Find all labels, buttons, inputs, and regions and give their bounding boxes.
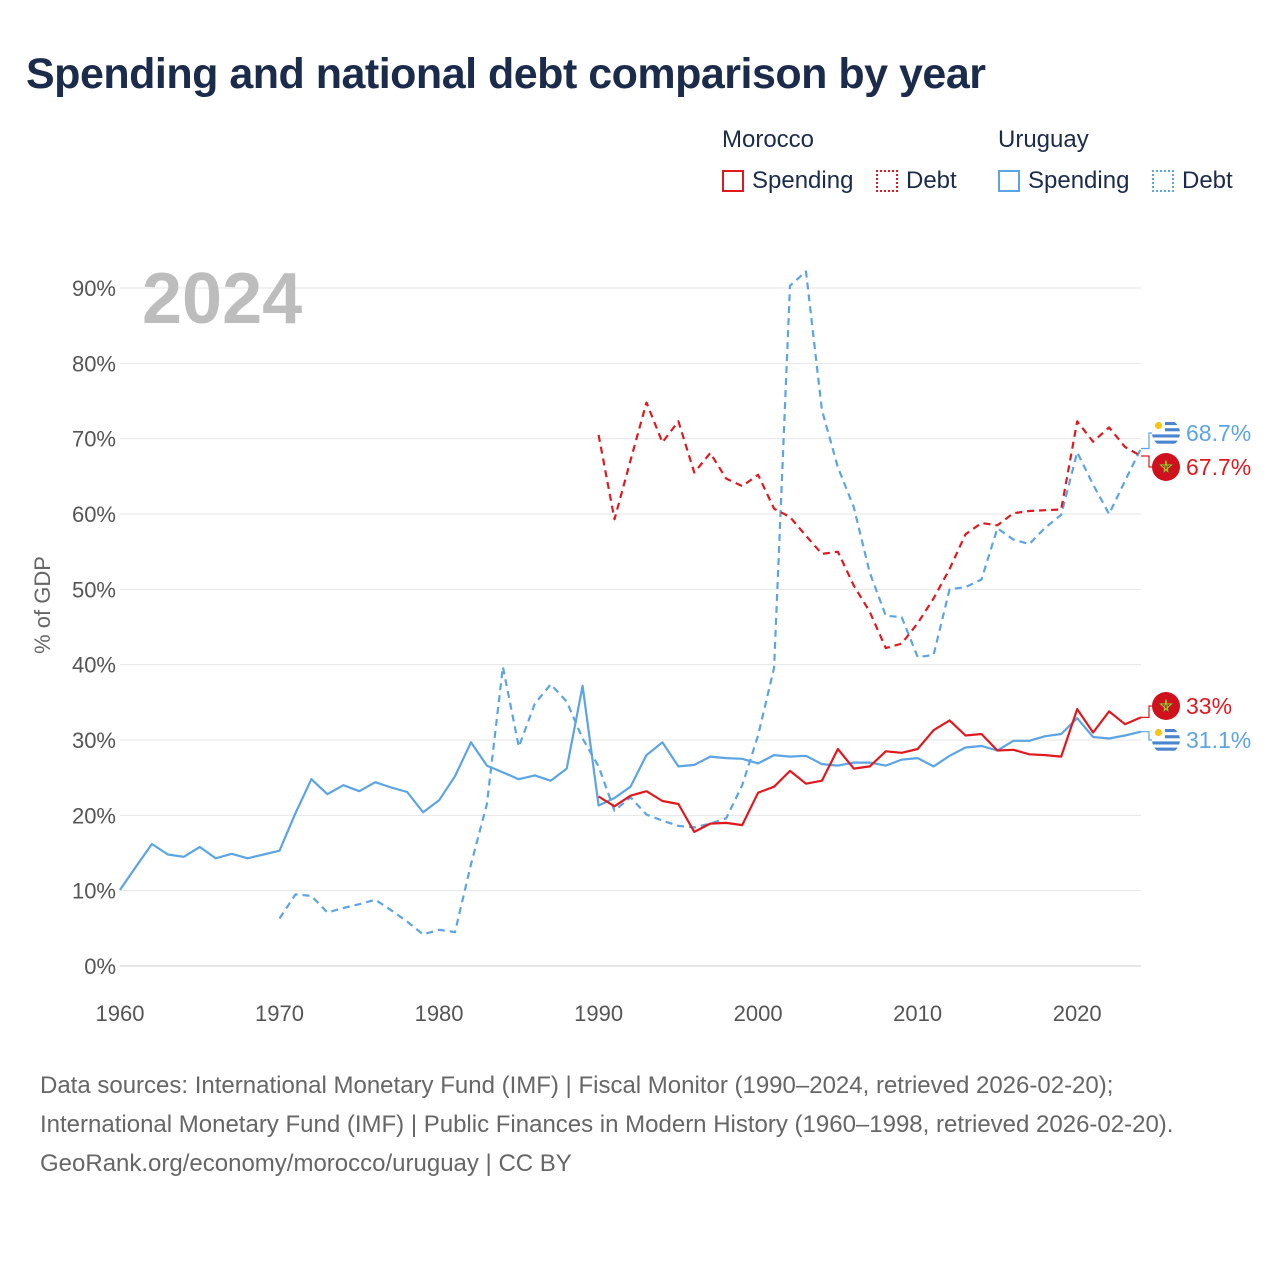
x-tick-label: 2000 — [734, 1001, 783, 1026]
series-line-uruguay-spending[interactable] — [119, 684, 1142, 891]
uruguay-flag-icon — [1152, 726, 1180, 754]
uruguay-flag-icon — [1152, 419, 1180, 447]
legend-item-morocco-debt[interactable]: Debt — [876, 167, 957, 195]
legend-label: Spending — [752, 167, 854, 194]
credit-link[interactable]: GeoRank.org/economy/morocco/uruguay | CC… — [40, 1150, 572, 1177]
end-label-connector — [1141, 705, 1153, 718]
x-axis: 1960 1970 1980 1990 2000 2010 2020 — [96, 1001, 1102, 1026]
end-labels: 68.7% 67.7% 33% 31.1% — [1141, 419, 1251, 754]
y-tick-label: 20% — [72, 803, 116, 828]
legend-group-uruguay: Uruguay — [998, 126, 1089, 153]
y-tick-label: 60% — [72, 502, 116, 527]
x-tick-label: 2020 — [1053, 1001, 1102, 1026]
y-axis-label: % of GDP — [30, 556, 55, 654]
morocco-flag-icon — [1152, 453, 1180, 481]
end-value-label: 33% — [1186, 693, 1232, 719]
y-tick-label: 30% — [72, 728, 116, 753]
series-line-morocco-debt[interactable] — [597, 401, 1142, 650]
end-value-label: 31.1% — [1186, 727, 1251, 753]
data-sources: Data sources: International Monetary Fun… — [40, 1072, 1174, 1138]
chart-title: Spending and national debt comparison by… — [26, 50, 986, 98]
x-tick-label: 1970 — [255, 1001, 304, 1026]
y-tick-label: 10% — [72, 879, 116, 904]
grid-lines — [120, 287, 1141, 967]
end-label-connector — [1141, 455, 1153, 468]
series-layer — [119, 270, 1142, 936]
legend-swatch-solid-red — [722, 170, 744, 192]
legend-label: Debt — [1182, 167, 1233, 194]
legend-label: Spending — [1028, 167, 1130, 194]
end-label-connector — [1141, 731, 1153, 741]
y-tick-label: 50% — [72, 577, 116, 602]
series-line-morocco-spending[interactable] — [598, 708, 1142, 833]
footer: Data sources: International Monetary Fun… — [40, 1066, 1240, 1183]
legend-item-uruguay-debt[interactable]: Debt — [1152, 167, 1233, 195]
x-tick-label: 2010 — [893, 1001, 942, 1026]
x-tick-label: 1990 — [574, 1001, 623, 1026]
y-tick-label: 40% — [72, 653, 116, 678]
series-line-uruguay-debt[interactable] — [278, 270, 1142, 936]
legend-swatch-dotted-red — [876, 170, 898, 192]
year-watermark: 2024 — [142, 259, 302, 339]
end-value-label: 67.7% — [1186, 454, 1251, 480]
legend-label: Debt — [906, 167, 957, 194]
legend-item-morocco-spending[interactable]: Spending — [722, 167, 853, 195]
legend-swatch-solid-blue — [998, 170, 1020, 192]
legend-group-morocco: Morocco — [722, 126, 815, 153]
morocco-flag-icon — [1152, 692, 1180, 720]
line-chart: 0%10%20%30%40%50%60%70%80%90% 1960 1970 19… — [30, 259, 1251, 1026]
y-tick-label: 90% — [72, 276, 116, 301]
legend-item-uruguay-spending[interactable]: Spending — [998, 167, 1129, 195]
y-tick-label: 80% — [72, 351, 116, 376]
y-axis: 0% 10% 20% 30% 40% 50% 60% 70% 80% 90% — [72, 276, 116, 979]
x-tick-label: 1980 — [415, 1001, 464, 1026]
y-tick-label: 70% — [72, 427, 116, 452]
end-value-label: 68.7% — [1186, 420, 1251, 446]
y-tick-label: 0% — [84, 954, 116, 979]
legend-swatch-dotted-blue — [1152, 170, 1174, 192]
end-label-connector — [1141, 432, 1153, 450]
x-tick-label: 1960 — [96, 1001, 145, 1026]
